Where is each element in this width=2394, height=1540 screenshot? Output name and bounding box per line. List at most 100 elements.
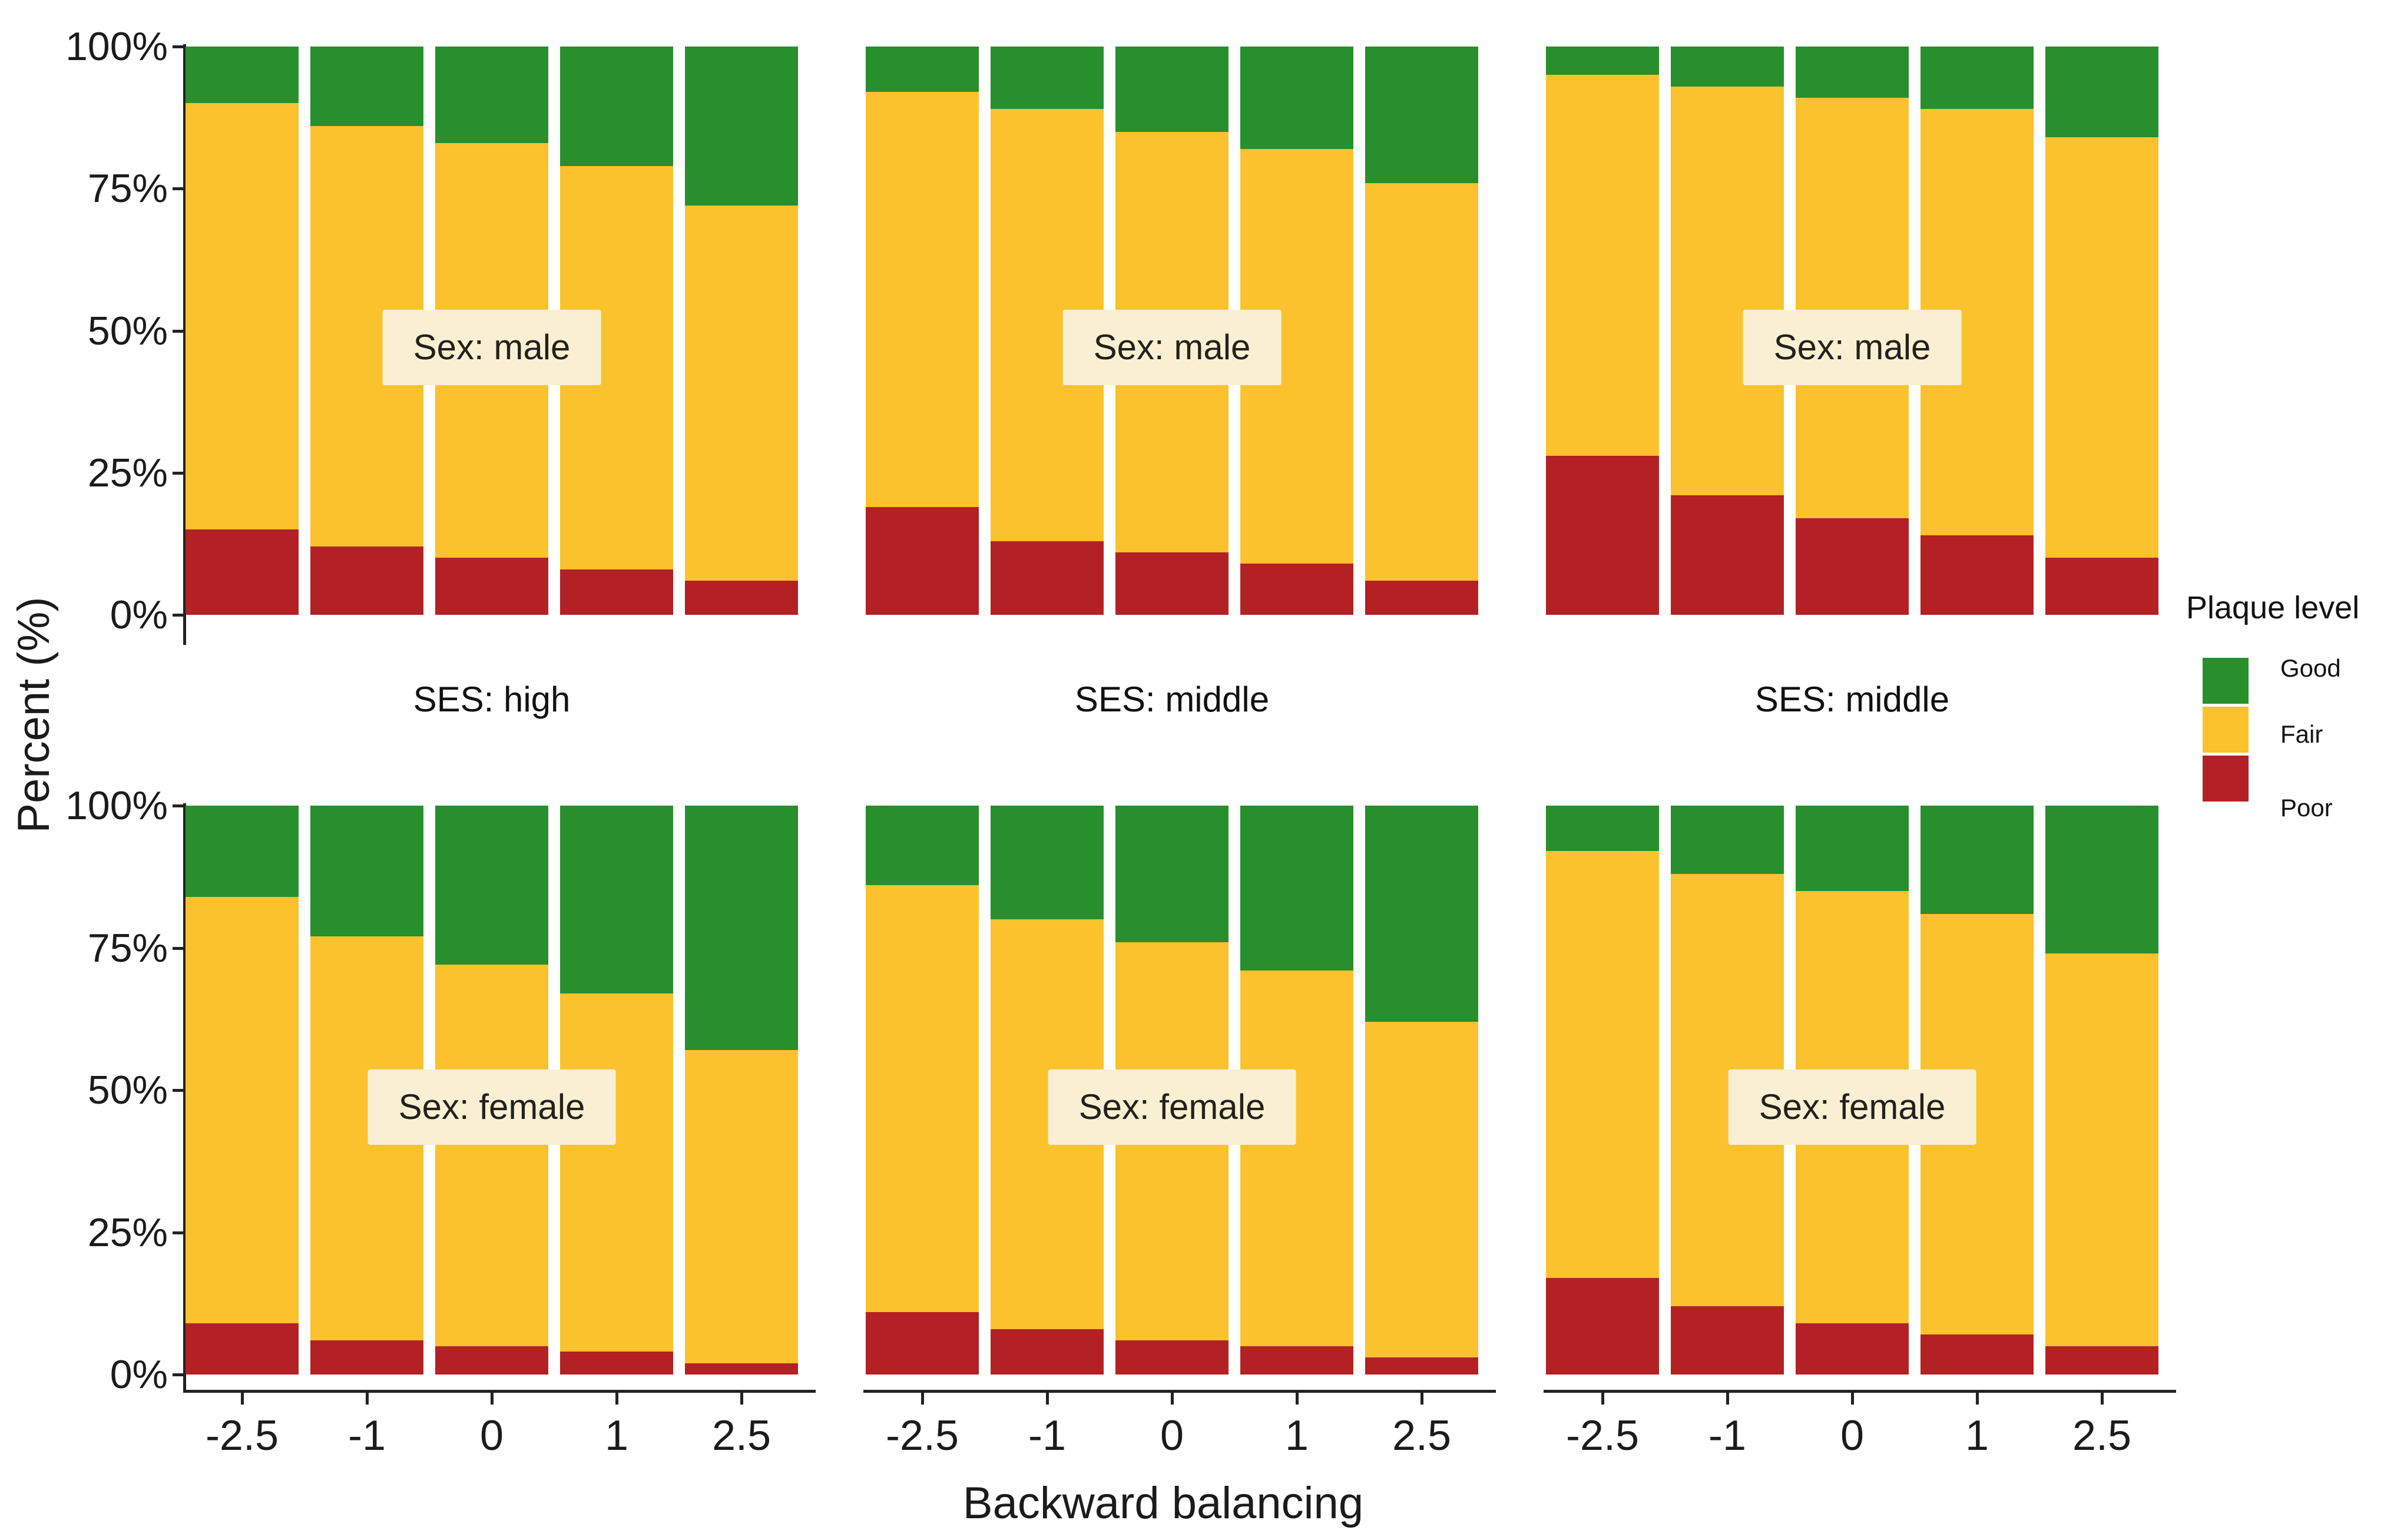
stacked-bar-x2.5 [1365,806,1478,1375]
stacked-bar-x-1 [1671,806,1784,1375]
stacked-bar-x0 [435,806,548,1375]
bar-segment-fair [186,897,299,1323]
bar-segment-good [1671,47,1784,87]
bar-segment-fair [435,965,548,1346]
bar-segment-poor [685,1363,798,1375]
bar-segment-good [1240,47,1353,149]
x-tick-label: -1 [1028,1412,1067,1459]
stacked-bar-x-2.5 [866,806,979,1375]
stacked-bar-x-2.5 [186,47,299,615]
bar-segment-fair [1365,183,1478,581]
bar-segment-fair [186,103,299,529]
bar-segment-poor [1240,564,1353,615]
bar-segment-good [685,806,798,1050]
y-axis-line [183,44,186,645]
bar-segment-good [1546,47,1659,75]
bar-segment-poor [1365,581,1478,615]
x-tick-label: 1 [1965,1412,1989,1459]
bar-segment-poor [1115,1340,1229,1375]
bar-segment-poor [310,547,423,615]
stacked-bar-x-2.5 [1546,806,1659,1375]
stacked-bar-x2.5 [1365,47,1478,615]
y-tick-label: 25% [87,1210,168,1255]
y-tick-label: 75% [87,925,168,971]
stacked-bar-x2.5 [685,47,798,615]
bar-segment-fair [2045,137,2158,558]
bar-segment-fair [685,206,798,581]
x-tick-label: 1 [1284,1412,1309,1459]
bar-segment-poor [2045,1346,2158,1375]
x-tick-label: -2.5 [885,1412,959,1459]
bar-segment-good [310,806,423,936]
bar-segment-fair [1546,851,1659,1278]
legend-label-good: Good [2280,654,2341,682]
legend-swatch-poor [2203,756,2249,802]
facet-panel: Sex: female [186,806,798,1375]
stacked-bar-x-2.5 [866,47,979,615]
y-tick-label: 100% [65,24,168,69]
bar-segment-poor [435,558,548,615]
bar-segment-fair [866,92,979,507]
x-tick-mark [615,1393,618,1405]
bar-segment-good [1115,806,1229,942]
bar-segment-poor [1796,1323,1909,1375]
bar-segment-poor [560,1352,673,1375]
x-tick-label: 1 [604,1412,629,1459]
legend-label-poor: Poor [2280,794,2333,822]
bar-segment-good [560,47,673,166]
x-tick-mark [241,1393,244,1405]
stacked-bar-x-2.5 [186,806,299,1375]
y-tick-mark [173,45,183,48]
y-tick-label: 0% [110,1352,168,1397]
x-axis-line [1544,1390,2176,1393]
x-tick-mark [366,1393,369,1405]
bar-segment-fair [1671,87,1784,495]
x-tick-mark [1976,1393,1979,1405]
x-tick-label: -1 [1708,1412,1747,1459]
facet-panel: Sex: female [866,806,1478,1375]
stacked-bar-x2.5 [2045,47,2158,615]
y-tick-label: 75% [87,166,168,211]
bar-segment-good [1115,47,1229,132]
bar-segment-poor [1671,495,1784,615]
y-tick-mark [173,187,183,191]
facet-col-label: SES: middle [1074,680,1270,719]
bar-segment-poor [866,507,979,615]
stacked-bar-x1 [1240,47,1353,615]
bar-segment-good [1365,47,1478,183]
stacked-bar-x-1 [310,806,423,1375]
bar-segment-good [310,47,423,126]
x-axis-line [863,1390,1496,1393]
facet-row-label-box: Sex: male [1743,310,1962,385]
x-tick-label: 2.5 [711,1412,771,1459]
bar-segment-poor [1921,535,2034,615]
bar-segment-poor [1921,1334,2034,1375]
bar-segment-good [186,806,299,897]
y-tick-mark [173,1373,183,1376]
bar-segment-good [1921,47,2034,109]
y-axis-line [183,803,186,1392]
facet-row-label-box: Sex: male [1062,310,1282,385]
bar-segment-fair [866,885,979,1312]
x-tick-label: 2.5 [1392,1412,1452,1459]
bar-segment-fair [1546,75,1659,456]
facet-row-label-box: Sex: female [1048,1069,1296,1145]
stacked-bar-x1 [560,806,673,1375]
y-tick-label: 50% [87,308,168,353]
bar-segment-good [2045,47,2158,137]
facet-row-label-box: Sex: female [1728,1069,1976,1145]
facet-panel: Sex: male [866,47,1478,615]
bar-segment-good [1921,806,2034,914]
bar-segment-good [991,806,1104,919]
legend-swatch-good [2203,658,2249,704]
facet-col-label: SES: high [413,680,571,719]
bar-segment-good [1796,806,1909,891]
bar-segment-poor [685,581,798,615]
stacked-bar-x1 [560,47,673,615]
facet-panel: Sex: female [1546,806,2158,1375]
bar-segment-good [186,47,299,103]
facet-panel: Sex: male [186,47,798,615]
bar-segment-poor [1671,1306,1784,1375]
bar-segment-poor [1796,518,1909,615]
